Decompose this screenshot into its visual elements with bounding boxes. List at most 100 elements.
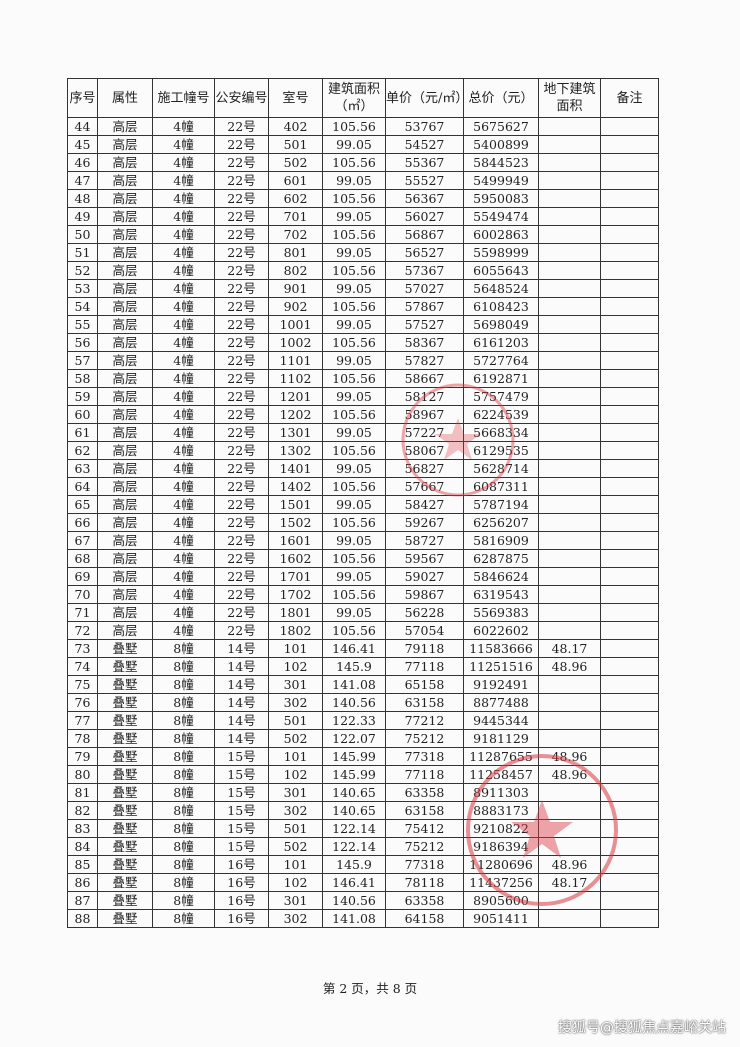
table-cell: 22号 — [214, 153, 269, 172]
table-cell: 1001 — [268, 315, 323, 334]
table-cell: 22号 — [214, 459, 269, 478]
table-cell: 102 — [268, 765, 323, 784]
table-cell — [538, 891, 601, 910]
table-cell — [538, 189, 601, 208]
table-cell: 8幢 — [152, 855, 215, 874]
table-cell: 1802 — [268, 621, 323, 640]
column-header: 总价（元） — [463, 78, 539, 118]
table-cell: 高层 — [97, 315, 153, 334]
table-cell — [538, 585, 601, 604]
table-cell: 56527 — [385, 243, 464, 262]
table-cell: 79 — [67, 747, 98, 766]
table-cell — [600, 315, 659, 334]
table-cell: 602 — [268, 189, 323, 208]
table-cell — [600, 675, 659, 694]
table-cell: 22号 — [214, 549, 269, 568]
table-cell — [538, 117, 601, 136]
table-header-row: 序号 属性 施工幢号 公安编号 室号 建筑面积（㎡） 单价（元/㎡） 总价（元） 地下建筑面积备… — [67, 78, 659, 118]
table-cell: 74 — [67, 657, 98, 676]
table-cell: 高层 — [97, 351, 153, 370]
table-cell: 叠墅 — [97, 801, 153, 820]
table-cell: 1302 — [268, 441, 323, 460]
table-cell: 4幢 — [152, 261, 215, 280]
table-cell: 22号 — [214, 171, 269, 190]
table-cell: 48.96 — [538, 657, 601, 676]
table-cell: 11280696 — [463, 855, 539, 874]
table-cell: 4幢 — [152, 297, 215, 316]
table-cell: 50 — [67, 225, 98, 244]
table-cell — [538, 711, 601, 730]
table-cell — [600, 693, 659, 712]
table-row: 67 高层 4幢 22号 1601 99.05 58727 5816909 — [67, 531, 659, 550]
table-cell: 1202 — [268, 405, 323, 424]
table-cell: 8幢 — [152, 747, 215, 766]
table-cell — [600, 351, 659, 370]
table-cell: 22号 — [214, 315, 269, 334]
table-cell: 高层 — [97, 243, 153, 262]
table-cell: 99.05 — [322, 387, 386, 406]
table-cell: 4幢 — [152, 207, 215, 226]
table-cell: 99.05 — [322, 459, 386, 478]
table-cell: 81 — [67, 783, 98, 802]
table-cell: 8幢 — [152, 783, 215, 802]
table-cell — [600, 765, 659, 784]
table-cell: 58127 — [385, 387, 464, 406]
table-cell: 122.14 — [322, 819, 386, 838]
table-row: 80 叠墅 8幢 15号 102 145.99 77118 11258457 48.96 — [67, 765, 659, 784]
table-cell: 99.05 — [322, 315, 386, 334]
table-cell: 22号 — [214, 225, 269, 244]
table-cell: 58067 — [385, 441, 464, 460]
table-row: 74 叠墅 8幢 14号 102 145.9 77118 11251516 48.96 — [67, 657, 659, 676]
table-cell — [538, 819, 601, 838]
table-cell — [538, 477, 601, 496]
table-cell: 叠墅 — [97, 675, 153, 694]
table-cell — [600, 279, 659, 298]
table-cell: 6087311 — [463, 477, 539, 496]
table-cell — [538, 279, 601, 298]
table-cell: 1301 — [268, 423, 323, 442]
table-cell: 105.56 — [322, 189, 386, 208]
table-cell: 22号 — [214, 621, 269, 640]
table-row: 65 高层 4幢 22号 1501 99.05 58427 5787194 — [67, 495, 659, 514]
table-cell: 105.56 — [322, 513, 386, 532]
table-cell: 1602 — [268, 549, 323, 568]
table-cell: 80 — [67, 765, 98, 784]
table-cell: 叠墅 — [97, 837, 153, 856]
table-cell — [600, 567, 659, 586]
table-cell: 22号 — [214, 333, 269, 352]
table-cell: 56867 — [385, 225, 464, 244]
table-cell: 302 — [268, 801, 323, 820]
table-cell: 84 — [67, 837, 98, 856]
table-row: 49 高层 4幢 22号 701 99.05 56027 5549474 — [67, 207, 659, 226]
table-cell: 22号 — [214, 351, 269, 370]
table-cell: 高层 — [97, 153, 153, 172]
table-cell: 6022602 — [463, 621, 539, 640]
table-cell: 9445344 — [463, 711, 539, 730]
table-cell: 75212 — [385, 837, 464, 856]
table-cell — [600, 657, 659, 676]
table-cell: 4幢 — [152, 243, 215, 262]
table-cell — [538, 801, 601, 820]
column-header: 公安编号 — [214, 78, 269, 118]
table-cell — [600, 225, 659, 244]
table-cell: 53767 — [385, 117, 464, 136]
table-cell: 1801 — [268, 603, 323, 622]
table-cell — [538, 405, 601, 424]
table-cell: 1701 — [268, 567, 323, 586]
table-cell: 11437256 — [463, 873, 539, 892]
table-cell: 57827 — [385, 351, 464, 370]
table-cell: 1401 — [268, 459, 323, 478]
table-cell: 66 — [67, 513, 98, 532]
table-cell: 叠墅 — [97, 729, 153, 748]
table-row: 52 高层 4幢 22号 802 105.56 57367 6055643 — [67, 261, 659, 280]
watermark: 搜狐号@搜狐焦点嘉峪关站 — [558, 1020, 726, 1036]
table-cell: 105.56 — [322, 261, 386, 280]
table-row: 51 高层 4幢 22号 801 99.05 56527 5598999 — [67, 243, 659, 262]
table-cell: 77318 — [385, 747, 464, 766]
table-cell: 4幢 — [152, 531, 215, 550]
table-cell: 59 — [67, 387, 98, 406]
table-row: 86 叠墅 8幢 16号 102 146.41 78118 11437256 48.17 — [67, 873, 659, 892]
table-cell: 101 — [268, 855, 323, 874]
table-cell: 5698049 — [463, 315, 539, 334]
table-cell: 4幢 — [152, 189, 215, 208]
